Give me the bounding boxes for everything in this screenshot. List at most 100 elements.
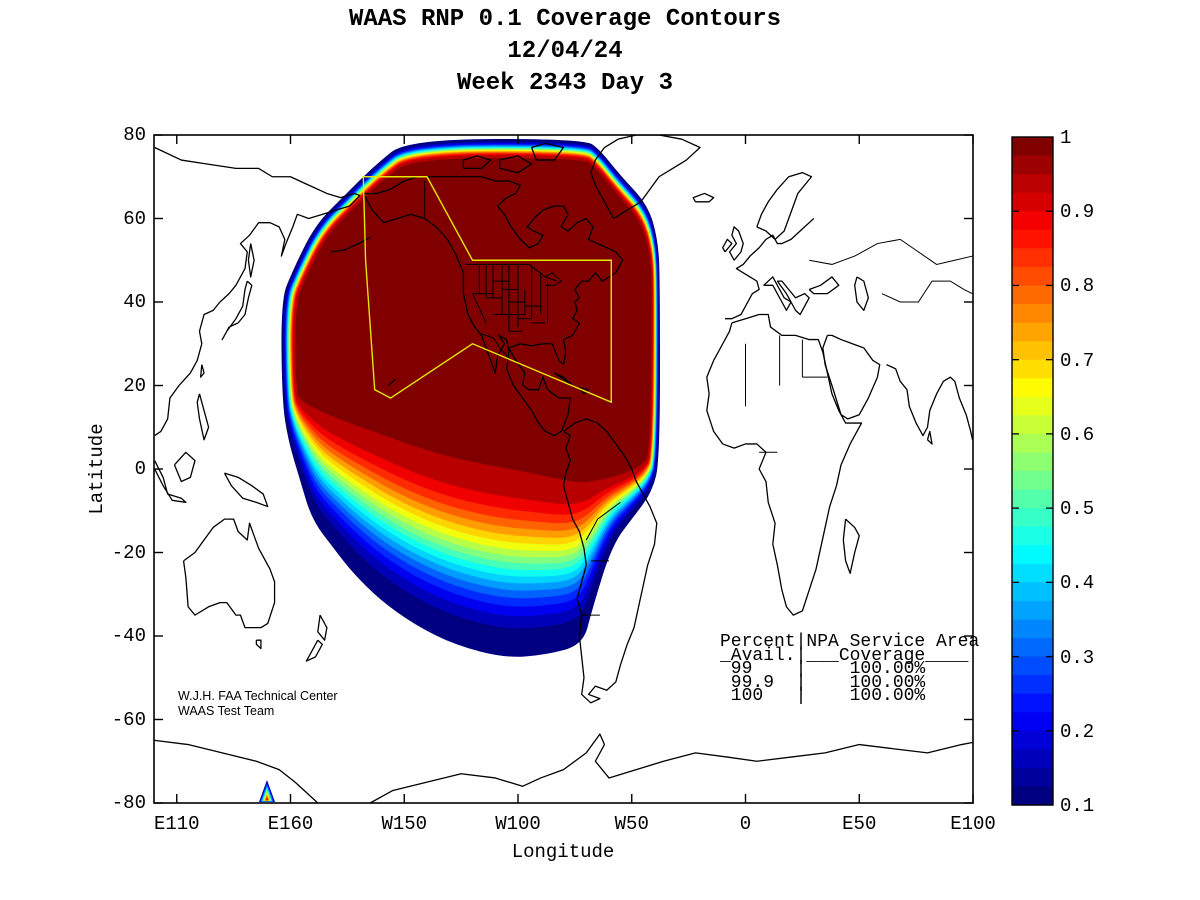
colorbar-tick-label: 0.9 (1060, 201, 1095, 224)
colorbar-step (1012, 433, 1053, 454)
colorbar-tick-label: 0.6 (1060, 423, 1095, 446)
colorbar-tick-label: 0.7 (1060, 349, 1095, 372)
y-axis-title: Latitude (86, 423, 108, 515)
colorbar-step (1012, 786, 1053, 806)
page-title: WAAS RNP 0.1 Coverage Contours (348, 6, 782, 33)
border-line (809, 238, 973, 265)
colorbar-tick-label: 0.8 (1060, 275, 1095, 298)
coastline (692, 192, 715, 203)
coastline (728, 226, 744, 261)
colorbar-step (1012, 526, 1053, 546)
colorbar-frame (1011, 136, 1054, 806)
colorbar-step (1012, 545, 1053, 565)
coastline (247, 243, 255, 278)
colorbar-step (1012, 322, 1053, 342)
coastline (926, 430, 933, 445)
coastline (462, 155, 492, 170)
coastline (776, 280, 810, 316)
y-tick-label: -60 (111, 708, 146, 731)
colorbar-step (1012, 563, 1053, 583)
coastline (221, 280, 253, 341)
colorbar-step (1012, 582, 1053, 602)
colorbar-tick-label: 1 (1060, 127, 1072, 149)
coastline (305, 639, 324, 662)
npa-coverage-table: Percent|NPA Service Area _Avail.|___Cove… (720, 632, 980, 706)
colorbar-step (1012, 248, 1053, 268)
x-tick-label: E160 (267, 813, 314, 835)
colorbar-tick-label: 0.4 (1060, 572, 1095, 595)
map-geometry (154, 135, 973, 803)
coastline (722, 238, 733, 253)
colorbar-step (1012, 304, 1053, 324)
colorbar-step (1012, 266, 1053, 287)
coastline (154, 460, 187, 504)
colorbar-step (1012, 285, 1053, 305)
colorbar-step (1012, 174, 1053, 194)
coastline (182, 518, 276, 629)
colorbar (1011, 136, 1054, 806)
colorbar-tick-label: 0.1 (1060, 795, 1095, 817)
colorbar-step (1012, 656, 1053, 676)
coastline (154, 739, 319, 803)
colorbar-step (1012, 341, 1053, 361)
coastline (725, 218, 815, 320)
state-country-borders (424, 180, 973, 616)
colorbar-step (1012, 359, 1053, 379)
colorbar-step (1012, 229, 1053, 249)
coastline (255, 639, 262, 650)
coastline (808, 276, 840, 295)
y-tick-label: 60 (123, 207, 146, 230)
coastline (886, 364, 973, 440)
colorbar-step (1012, 396, 1053, 416)
coastline (590, 135, 701, 220)
colorbar-step (1012, 730, 1053, 750)
npa-service-area-outline (362, 176, 612, 404)
coverage-band (295, 158, 652, 483)
y-tick-label: 80 (123, 124, 146, 146)
coastlines (154, 135, 973, 803)
colorbar-step (1012, 452, 1053, 472)
coastline (362, 176, 624, 437)
y-tick-label: -20 (111, 541, 146, 564)
colorbar-step (1012, 712, 1053, 732)
coastline (562, 418, 658, 704)
coastline (842, 518, 860, 575)
border-line (545, 272, 563, 286)
colorbar-step (1012, 489, 1053, 509)
coastline (854, 276, 869, 312)
coastline (531, 142, 565, 161)
colorbar-step (1012, 619, 1053, 639)
colorbar-step (1012, 600, 1053, 621)
x-axis-title: Longitude (511, 841, 615, 863)
colorbar-step (1012, 675, 1053, 695)
coverage-spot-band (266, 798, 268, 801)
y-tick-label: 40 (123, 291, 146, 313)
colorbar-step (1012, 693, 1053, 713)
credit-line-2: WAAS Test Team (178, 704, 275, 718)
colorbar-tick-label: 0.3 (1060, 646, 1095, 669)
border-line (585, 501, 621, 541)
colorbar-step (1012, 471, 1053, 491)
border-line (465, 263, 557, 282)
coastline (499, 155, 533, 174)
coastline (756, 171, 813, 241)
coastline (369, 733, 973, 803)
border-line (479, 332, 512, 361)
axis-ticks (154, 134, 974, 804)
x-tick-label: W150 (381, 813, 428, 835)
colorbar-tick-label: 0.5 (1060, 498, 1095, 521)
title-date: 12/04/24 (507, 38, 623, 65)
y-tick-label: 20 (123, 374, 146, 397)
x-tick-label: E110 (153, 813, 200, 835)
colorbar-step (1012, 638, 1053, 658)
coastline (763, 276, 792, 312)
coastline (822, 334, 881, 420)
coastline (196, 393, 210, 441)
coastline (173, 451, 196, 483)
colorbar-step (1012, 137, 1053, 157)
x-tick-label: E50 (842, 813, 877, 835)
colorbar-step (1012, 378, 1053, 398)
y-tick-label: 0 (134, 458, 146, 480)
